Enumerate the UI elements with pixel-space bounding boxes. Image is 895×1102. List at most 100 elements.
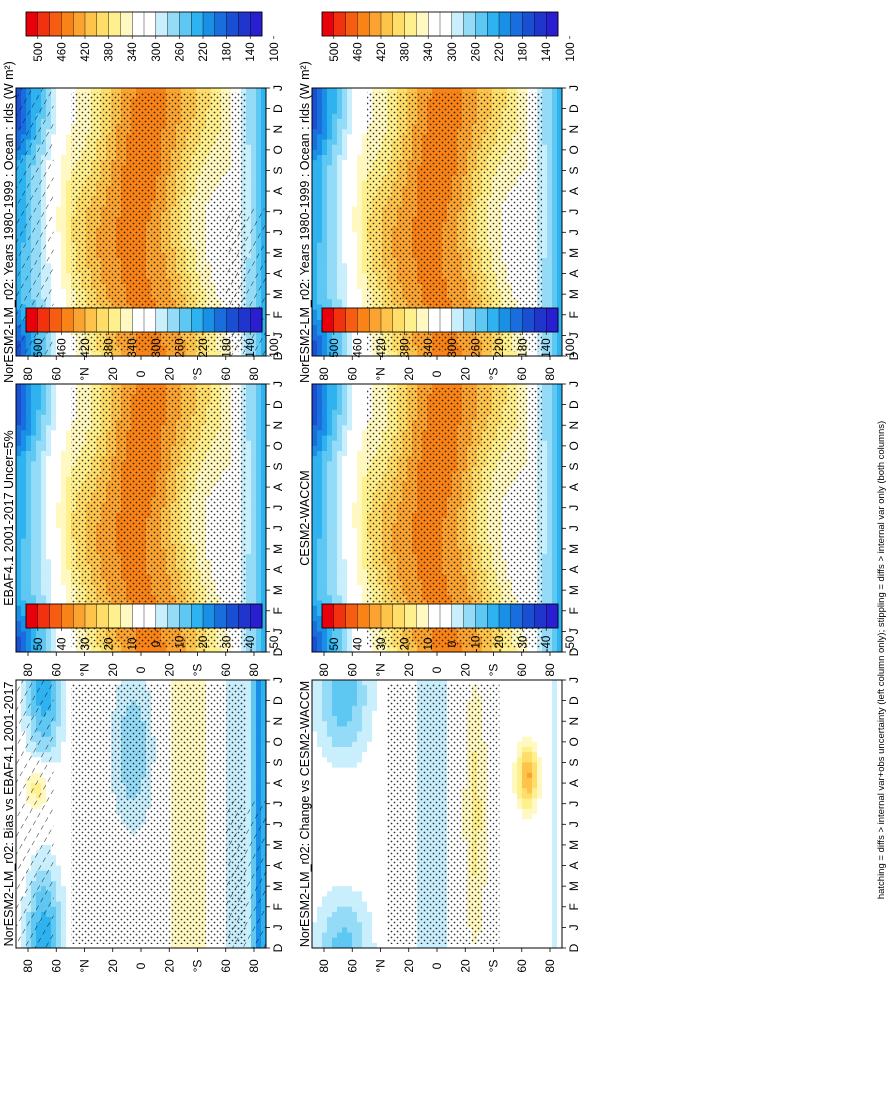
- colorbar-tick-label: 500: [33, 338, 45, 357]
- colorbar-tick-label: 30: [80, 638, 92, 651]
- colorbar-tick-label: -20: [198, 636, 210, 653]
- colorbar-tick-label: -10: [174, 636, 186, 653]
- month-tick: J: [271, 628, 285, 634]
- month-tick: S: [567, 166, 581, 174]
- colorbar-tick-label: 500: [33, 42, 45, 61]
- colorbar-tick-label: 180: [518, 42, 530, 61]
- month-tick: N: [567, 125, 581, 134]
- lat-tick: 80: [317, 663, 331, 677]
- lat-tick: 80: [21, 959, 35, 973]
- month-tick: J: [271, 924, 285, 930]
- month-tick: M: [271, 840, 285, 850]
- colorbar-tick-label: 340: [423, 42, 435, 61]
- lat-tick: 20: [458, 663, 472, 677]
- month-tick: J: [271, 677, 285, 683]
- month-tick: O: [271, 737, 285, 746]
- lat-tick: 20: [162, 959, 176, 973]
- lat-tick: 20: [162, 367, 176, 381]
- lat-tick: 60: [49, 367, 63, 381]
- colorbar-tick-label: 0: [447, 641, 459, 647]
- lat-tick: 0: [430, 370, 444, 377]
- panel-title: CESM2-WACCM: [298, 470, 312, 565]
- colorbar-tick-label: 340: [127, 42, 139, 61]
- colorbar-tick-label: -20: [494, 636, 506, 653]
- lat-tick: 60: [345, 367, 359, 381]
- panel-title: NorESM2-LM_r02: Years 1980-1999 : Ocean …: [298, 61, 312, 383]
- month-tick: J: [271, 381, 285, 387]
- lat-tick: °S: [191, 960, 205, 973]
- lat-tick: 60: [219, 367, 233, 381]
- month-tick: A: [567, 270, 581, 278]
- lat-tick: 80: [247, 663, 261, 677]
- lat-tick: 80: [543, 959, 557, 973]
- colorbar-tick-label: 420: [80, 338, 92, 357]
- colorbar-tick-label: 0: [151, 641, 163, 647]
- lat-tick: 60: [345, 959, 359, 973]
- colorbar-tick-label: 30: [376, 638, 388, 651]
- month-tick: O: [567, 145, 581, 154]
- month-tick: D: [567, 104, 581, 113]
- month-tick: A: [271, 862, 285, 870]
- lat-tick: 0: [430, 962, 444, 969]
- lat-tick: 20: [402, 663, 416, 677]
- month-tick: O: [271, 441, 285, 450]
- lat-tick: 60: [345, 663, 359, 677]
- month-tick: M: [271, 585, 285, 595]
- colorbar-tick-label: 10: [127, 638, 139, 651]
- month-tick: N: [567, 717, 581, 726]
- colorbar-tick-label: -30: [518, 636, 530, 653]
- lat-tick: °N: [78, 959, 92, 972]
- month-tick: M: [567, 585, 581, 595]
- colorbar-tick-label: 100: [269, 42, 281, 61]
- colorbar-tick-label: 340: [127, 338, 139, 357]
- month-tick: A: [567, 779, 581, 787]
- month-tick: M: [567, 840, 581, 850]
- month-tick: J: [567, 525, 581, 531]
- month-tick: J: [567, 677, 581, 683]
- lat-tick: °N: [374, 959, 388, 972]
- month-tick: D: [271, 943, 285, 952]
- colorbar-tick-label: 260: [470, 338, 482, 357]
- colorbar-tick-label: 420: [376, 42, 388, 61]
- month-tick: A: [271, 779, 285, 787]
- lat-tick: 0: [134, 370, 148, 377]
- lat-tick: 60: [515, 959, 529, 973]
- month-tick: N: [271, 125, 285, 134]
- lat-tick: °N: [374, 367, 388, 380]
- colorbar-tick-label: 140: [245, 338, 257, 357]
- colorbar-tick-label: 100: [269, 338, 281, 357]
- month-tick: S: [271, 758, 285, 766]
- colorbar-tick-label: 340: [423, 338, 435, 357]
- month-tick: S: [567, 462, 581, 470]
- month-tick: D: [271, 400, 285, 409]
- month-tick: J: [271, 209, 285, 215]
- lat-tick: 80: [21, 367, 35, 381]
- month-tick: D: [567, 400, 581, 409]
- lat-tick: 60: [515, 367, 529, 381]
- month-tick: J: [567, 505, 581, 511]
- month-tick: N: [567, 421, 581, 430]
- lat-tick: °N: [78, 663, 92, 676]
- lat-tick: 20: [106, 959, 120, 973]
- colorbar: 500 460 420 380 340 300 260 220 180 140 100: [322, 12, 577, 62]
- month-tick: A: [567, 862, 581, 870]
- colorbar-tick-label: 220: [494, 338, 506, 357]
- lat-tick: 60: [49, 959, 63, 973]
- lat-tick: 80: [543, 367, 557, 381]
- lat-tick: °S: [191, 368, 205, 381]
- colorbar-tick-label: 50: [329, 638, 341, 651]
- panel-title: NorESM2-LM_r02: Bias vs EBAF4.1 2001-201…: [2, 682, 16, 947]
- colorbar-tick-label: 300: [151, 338, 163, 357]
- lat-tick: 80: [247, 367, 261, 381]
- month-tick: O: [567, 441, 581, 450]
- lat-tick: 20: [106, 663, 120, 677]
- footnote: hatching = diffs > internal var+obs unce…: [876, 421, 887, 899]
- colorbar-tick-label: -40: [541, 636, 553, 653]
- colorbar-tick-label: 40: [56, 638, 68, 651]
- month-tick: M: [567, 544, 581, 554]
- lat-tick: °S: [487, 368, 501, 381]
- month-tick: J: [567, 85, 581, 91]
- figure: D J F M A M J J A S O N D J 80 60 °N 20 0 20 °S 60 80 NorESM2-L…: [0, 0, 895, 1102]
- month-tick: F: [271, 903, 285, 910]
- month-tick: S: [567, 758, 581, 766]
